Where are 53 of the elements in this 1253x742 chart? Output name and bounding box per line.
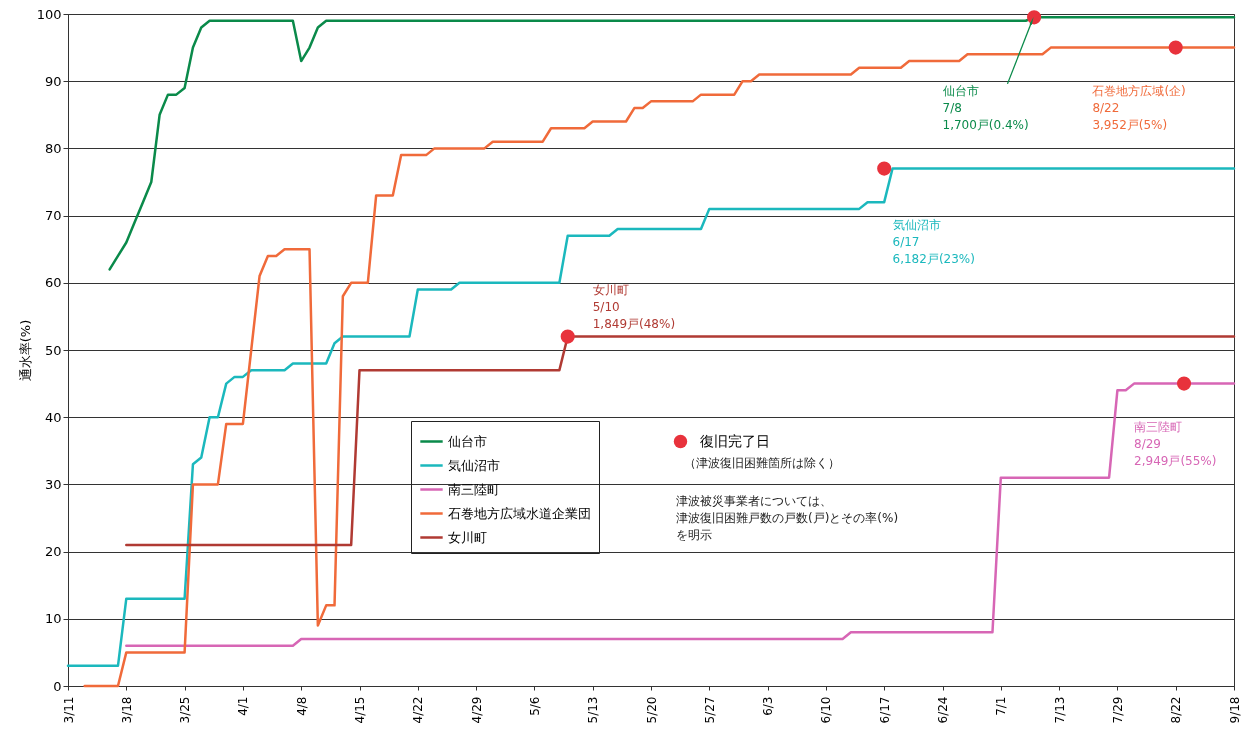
y-tick-label: 60 — [44, 275, 62, 291]
point — [1027, 10, 1042, 25]
x-tick-label: 9/18 — [1227, 696, 1242, 724]
annotation: を明示 — [675, 527, 712, 542]
y-tick-label: 30 — [44, 476, 62, 492]
point — [560, 329, 575, 344]
annotation: 仙台市 7/8 1,700戸(0.4%) — [942, 83, 1029, 132]
x-tick-label: 4/8 — [294, 696, 309, 716]
x-tick-label: 5/13 — [586, 696, 601, 724]
x-tick-label: 5/6 — [527, 696, 542, 716]
annotation: （津波復旧困難箇所は除く） — [684, 455, 841, 470]
point — [877, 161, 892, 176]
x-tick-label: 8/22 — [1169, 696, 1184, 724]
x-tick-label: 7/1 — [994, 696, 1009, 716]
y-tick-label: 90 — [44, 73, 62, 89]
legend-label: 石巻地方広域水道企業団 — [448, 505, 591, 521]
legend-label: 女川町 — [448, 529, 487, 545]
x-tick-label: 3/18 — [119, 696, 134, 724]
legend-label: 南三陸町 — [448, 481, 500, 497]
point — [1176, 376, 1192, 391]
y-tick-label: 0 — [53, 678, 62, 694]
point — [1168, 40, 1183, 55]
x-tick-label: 5/27 — [702, 696, 717, 724]
annotation: 南三陸町 8/29 2,949戸(55%) — [1134, 419, 1217, 468]
legend-label: 気仙沼市 — [448, 457, 500, 473]
x-tick-label: 4/15 — [353, 696, 367, 724]
x-tick-label: 4/22 — [411, 696, 426, 724]
y-tick-label: 20 — [44, 544, 62, 560]
annotation: 津波被災事業者については、 — [675, 493, 832, 508]
y-tick-label: 80 — [44, 140, 62, 156]
x-tick-label: 4/29 — [469, 696, 484, 724]
x-tick-label: 6/3 — [761, 696, 776, 716]
x-tick-label: 7/13 — [1052, 696, 1067, 724]
x-tick-label: 6/17 — [877, 696, 892, 724]
y-tick-label: 100 — [36, 6, 62, 22]
x-tick-label: 3/11 — [61, 696, 76, 724]
annotation: 気仙沼市 6/17 6,182戸(23%) — [892, 218, 975, 267]
legend-label: 仙台市 — [448, 433, 487, 449]
x-tick-label: 3/25 — [178, 696, 193, 724]
y-axis-title: 通水率(%) — [17, 319, 33, 382]
x-tick-label: 6/24 — [936, 696, 950, 724]
x-tick-label: 4/1 — [236, 696, 251, 716]
y-tick-label: 50 — [44, 342, 62, 358]
annotation: 石巻地方広域(企) 8/22 3,952戸(5%) — [1092, 83, 1186, 132]
x-tick-label: 6/10 — [819, 696, 834, 724]
y-tick-label: 40 — [44, 409, 62, 425]
y-tick-label: 70 — [44, 208, 62, 224]
annotation: 女川町 5/10 1,849戸(48%) — [592, 282, 676, 331]
y-tick-label: 10 — [44, 611, 62, 627]
x-tick-label: 5/20 — [644, 696, 659, 724]
annotation: 津波復旧困難戸数の戸数(戸)とその率(%) — [675, 510, 899, 525]
legend-label: 復旧完了日 — [700, 432, 770, 449]
x-tick-label: 7/29 — [1110, 696, 1125, 724]
